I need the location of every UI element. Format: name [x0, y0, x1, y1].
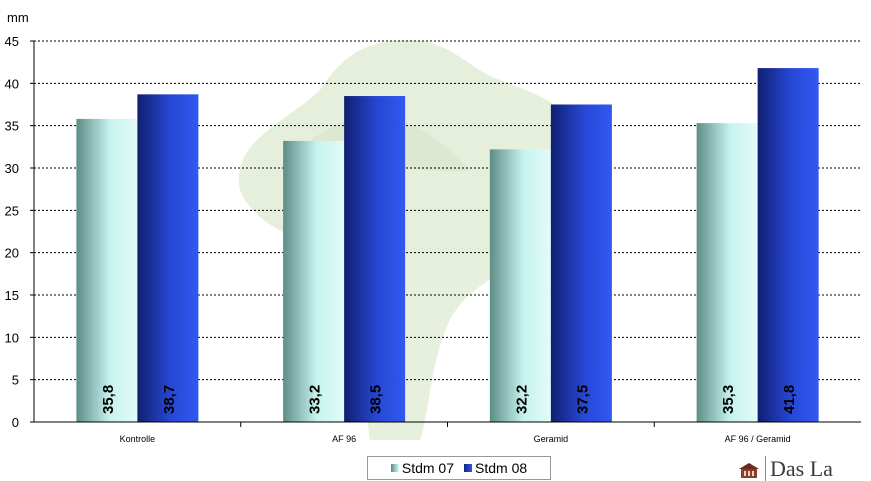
- y-axis-unit-label: mm: [7, 10, 29, 25]
- legend-label-stdm08: Stdm 08: [475, 460, 528, 476]
- bar-stdm08: [550, 104, 612, 422]
- bar-stdm08: [757, 68, 819, 423]
- x-category-label: AF 96 / Geramid: [725, 434, 791, 444]
- y-tick-label: 45: [5, 34, 19, 49]
- y-tick-label: 40: [5, 76, 19, 91]
- legend-item-stdm08: Stdm 08: [464, 460, 527, 476]
- x-axis: Kontrolle AF 96 Geramid AF 96 / Geramid: [34, 421, 861, 444]
- data-label: 38,7: [161, 385, 178, 414]
- y-tick-label: 10: [5, 330, 19, 345]
- data-label: 35,8: [100, 385, 117, 414]
- y-axis: 0 5 10 15 20 25 30 35 40 45: [5, 34, 35, 430]
- y-tick-label: 15: [5, 288, 19, 303]
- y-tick-label: 20: [5, 246, 19, 261]
- legend-label-stdm07: Stdm 07: [401, 460, 454, 476]
- x-category-label: Geramid: [534, 434, 569, 444]
- x-category-label: Kontrolle: [120, 434, 156, 444]
- bar-stdm07: [283, 140, 345, 422]
- legend-item-stdm07: Stdm 07: [390, 460, 454, 476]
- data-label: 32,2: [513, 385, 530, 414]
- data-label: 35,3: [720, 385, 737, 414]
- y-tick-label: 25: [5, 203, 19, 218]
- bars: [76, 68, 819, 423]
- data-label: 33,2: [307, 385, 324, 414]
- building-icon: [739, 463, 759, 478]
- bar-stdm07: [76, 118, 138, 422]
- data-label: 41,8: [781, 385, 798, 414]
- bar-stdm07: [489, 149, 551, 422]
- bar-stdm08: [137, 94, 199, 422]
- data-labels: 35,8 38,7 33,2 38,5 32,2 37,5 35,3 41,8: [100, 385, 798, 414]
- chart-legend: Stdm 07 Stdm 08: [367, 456, 551, 480]
- y-tick-label: 0: [12, 415, 19, 430]
- y-tick-label: 30: [5, 161, 19, 176]
- legend-swatch-stdm08: [464, 464, 472, 472]
- bar-stdm08: [344, 96, 406, 423]
- logo: Das La: [735, 456, 871, 481]
- y-tick-label: 35: [5, 119, 19, 134]
- legend-swatch-stdm07: [390, 464, 399, 472]
- y-tick-label: 5: [12, 373, 19, 388]
- data-label: 37,5: [574, 385, 591, 414]
- x-category-label: AF 96: [332, 434, 356, 444]
- data-label: 38,5: [368, 385, 385, 414]
- logo-text: Das La: [765, 456, 833, 481]
- bar-stdm07: [696, 123, 758, 423]
